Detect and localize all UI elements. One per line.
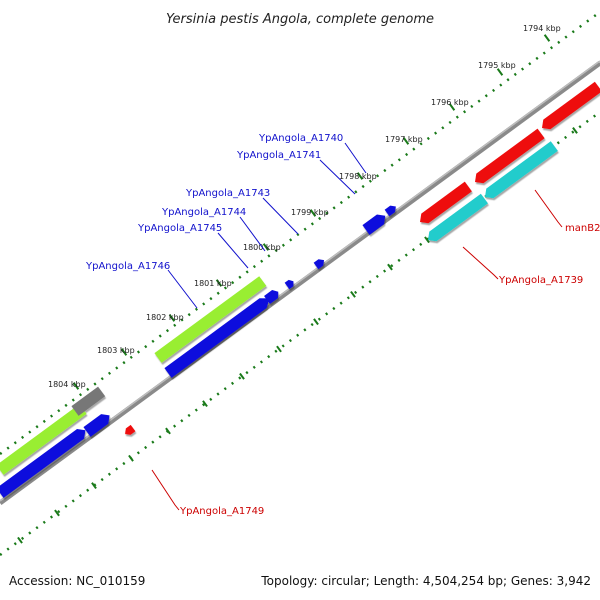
ruler-tick-label: 1798 kbp [339,172,377,181]
gene-blue-a1743[interactable] [313,257,327,270]
gene-cyan-man82[interactable] [481,141,558,202]
ruler-tick-label: 1802 kbp [146,313,184,322]
leader-a1749 [151,469,180,511]
ruler-tick-label: 1796 kbp [431,98,469,107]
inner-ruler-tick [239,372,245,380]
leader-a1740 [344,142,367,174]
outer-ruler [0,10,600,456]
ruler-tick [309,209,317,217]
ruler-tick [543,34,551,42]
outer-ruler-dots [0,10,600,456]
inner-ruler-tick [276,345,282,353]
gene-red-a[interactable] [416,181,472,227]
leader-a1741 [319,159,356,195]
gene-blue-a1741[interactable] [384,203,399,217]
label-a1745[interactable]: YpAngola_A1745 [137,223,222,234]
inner-ruler-tick [128,454,134,462]
ruler-tick-label: 1804 kbp [48,380,86,389]
inner-ruler-tick [572,127,578,134]
inner-ruler-tick [165,427,171,435]
leader-a1744 [239,216,266,252]
leader-man82 [534,189,563,228]
leader-a1746 [167,269,198,309]
inner-ruler-tick [313,318,319,326]
ruler-tick [448,103,456,111]
ruler-tick [356,172,364,180]
ruler-tick [215,279,223,287]
ruler-tick-label: 1794 kbp [523,24,561,33]
gene-red-a1749[interactable] [123,424,136,437]
ruler-tick [120,348,128,356]
inner-ruler-tick [202,400,208,408]
gene-pseudo-gray[interactable] [71,386,106,416]
gene-blue-a1746[interactable] [164,294,273,378]
ruler-tick-label: 1801 kbp [194,279,232,288]
inner-ruler-tick [17,536,23,544]
gene-blue-a1744[interactable] [284,278,296,290]
ruler-ticks: 1794 kbp 1795 kbp 1796 kbp 1797 kbp 1798 kbp… [17,24,578,544]
ruler-tick-label: 1795 kbp [478,61,516,70]
ruler-tick [496,68,504,76]
gene-labels: YpAngola_A1740 YpAngola_A1741 YpAngola_A… [85,133,600,517]
inner-ruler-tick [54,509,60,517]
accession-text: Accession: NC_010159 [9,574,145,588]
gene-cyan-a1739[interactable] [424,193,488,245]
inner-ruler-tick [424,236,430,244]
gene-blue-left-small[interactable] [83,411,113,437]
ruler-tick-label: 1803 kbp [97,346,135,355]
gene-blue-a1740[interactable] [362,211,388,235]
gene-green-left-outer[interactable] [0,404,87,475]
map-title: Yersinia pestis Angola, complete genome [166,12,434,27]
gene-blue-left-outer[interactable] [0,425,89,498]
leader-a1743 [262,197,299,235]
label-a1740[interactable]: YpAngola_A1740 [258,133,343,144]
gene-red-c[interactable] [538,81,600,133]
label-man82[interactable]: manB2 [565,223,600,234]
inner-ruler-tick [350,290,356,298]
label-a1741[interactable]: YpAngola_A1741 [236,150,321,161]
genome-summary-text: Topology: circular; Length: 4,504,254 bp… [260,574,591,588]
leader-a1739 [462,246,499,280]
inner-ruler-tick [91,482,97,490]
label-a1749[interactable]: YpAngola_A1749 [179,506,264,517]
ruler-tick [262,243,270,251]
label-a1746[interactable]: YpAngola_A1746 [85,261,170,272]
leader-a1745 [217,232,249,269]
ruler-tick [168,314,176,322]
label-leaders [151,142,563,511]
gene-green-center[interactable] [154,276,267,363]
ruler-tick-label: 1799 kbp [291,208,329,217]
ruler-tick [72,382,80,390]
gene-red-b[interactable] [471,128,545,187]
ruler-tick-label: 1797 kbp [385,135,423,144]
inner-ruler-tick [387,263,393,271]
label-a1744[interactable]: YpAngola_A1744 [161,207,246,218]
label-a1743[interactable]: YpAngola_A1743 [185,188,270,199]
label-a1739[interactable]: YpAngola_A1739 [498,275,583,286]
ruler-tick [402,137,410,145]
